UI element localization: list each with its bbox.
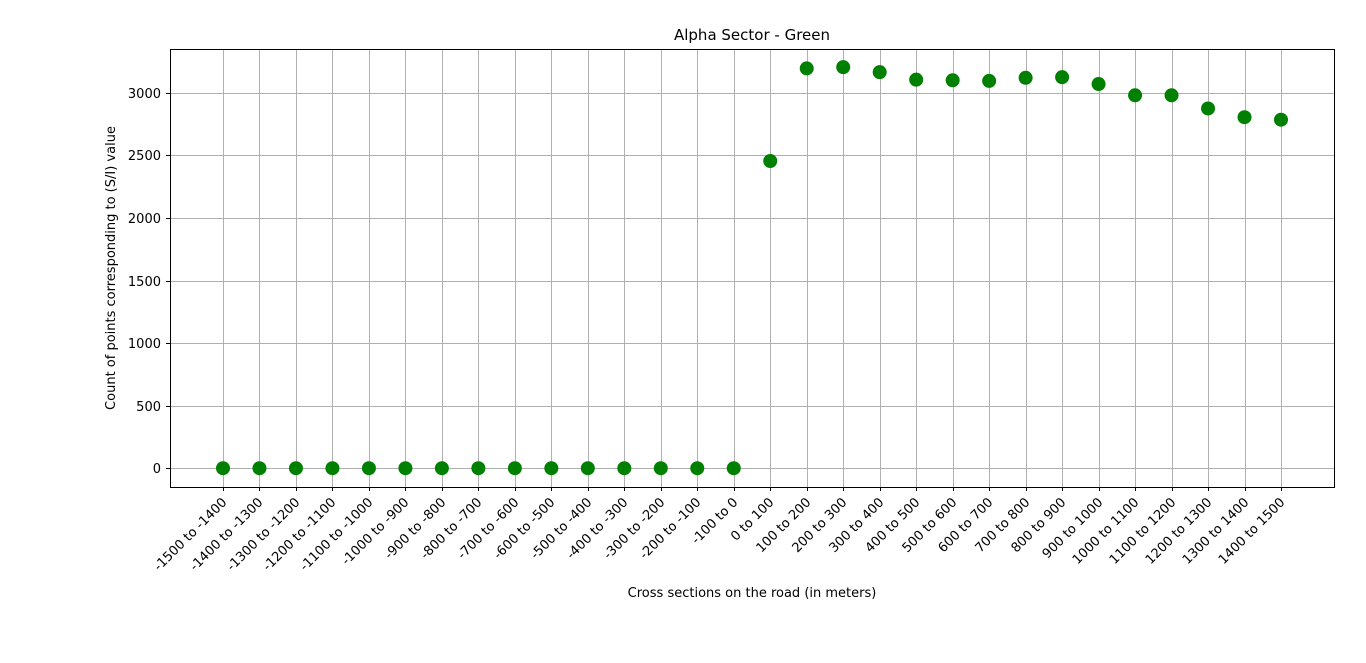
y-tick-label: 2000 (128, 212, 161, 227)
data-point (653, 461, 668, 476)
y-tick-label: 2500 (128, 149, 161, 164)
data-point (1018, 70, 1033, 85)
data-point (580, 461, 595, 476)
data-point (1164, 88, 1179, 103)
data-point (799, 61, 814, 76)
data-point (361, 461, 376, 476)
plot-frame (170, 49, 1335, 488)
data-point (872, 65, 887, 80)
data-point (1201, 101, 1216, 116)
data-point (507, 461, 522, 476)
data-point (471, 461, 486, 476)
y-tick-label: 0 (153, 462, 161, 477)
data-point (763, 154, 778, 169)
y-tick-label: 500 (136, 400, 161, 415)
data-points (216, 60, 1288, 476)
data-point (1055, 70, 1070, 85)
y-tick-label: 1500 (128, 275, 161, 290)
data-point (1128, 88, 1143, 103)
y-tick-label: 1000 (128, 337, 161, 352)
data-point (1237, 110, 1252, 125)
data-point (1091, 77, 1106, 92)
y-axis-label: Count of points corresponding to (S/I) v… (104, 126, 119, 410)
data-point (216, 461, 230, 476)
data-point (726, 461, 741, 476)
x-axis: -1500 to -1400-1400 to -1300-1300 to -12… (151, 487, 1288, 574)
grid (170, 49, 1334, 487)
y-tick-label: 3000 (128, 87, 161, 102)
data-point (909, 72, 924, 87)
data-point (617, 461, 632, 476)
data-point (252, 461, 267, 476)
x-axis-label: Cross sections on the road (in meters) (628, 586, 877, 601)
data-point (325, 461, 340, 476)
data-point (398, 461, 413, 476)
data-point (836, 60, 851, 75)
data-point (288, 461, 303, 476)
data-point (945, 73, 960, 88)
data-point (982, 73, 997, 88)
y-axis: 0 500 1000 1500 2000 2500 3000 (128, 87, 170, 477)
chart-title: Alpha Sector - Green (674, 26, 830, 44)
data-point (1274, 112, 1288, 127)
data-point (690, 461, 705, 476)
x-tick-label: 1400 to 1500 (1216, 495, 1288, 567)
data-point (544, 461, 559, 476)
data-point (434, 461, 449, 476)
